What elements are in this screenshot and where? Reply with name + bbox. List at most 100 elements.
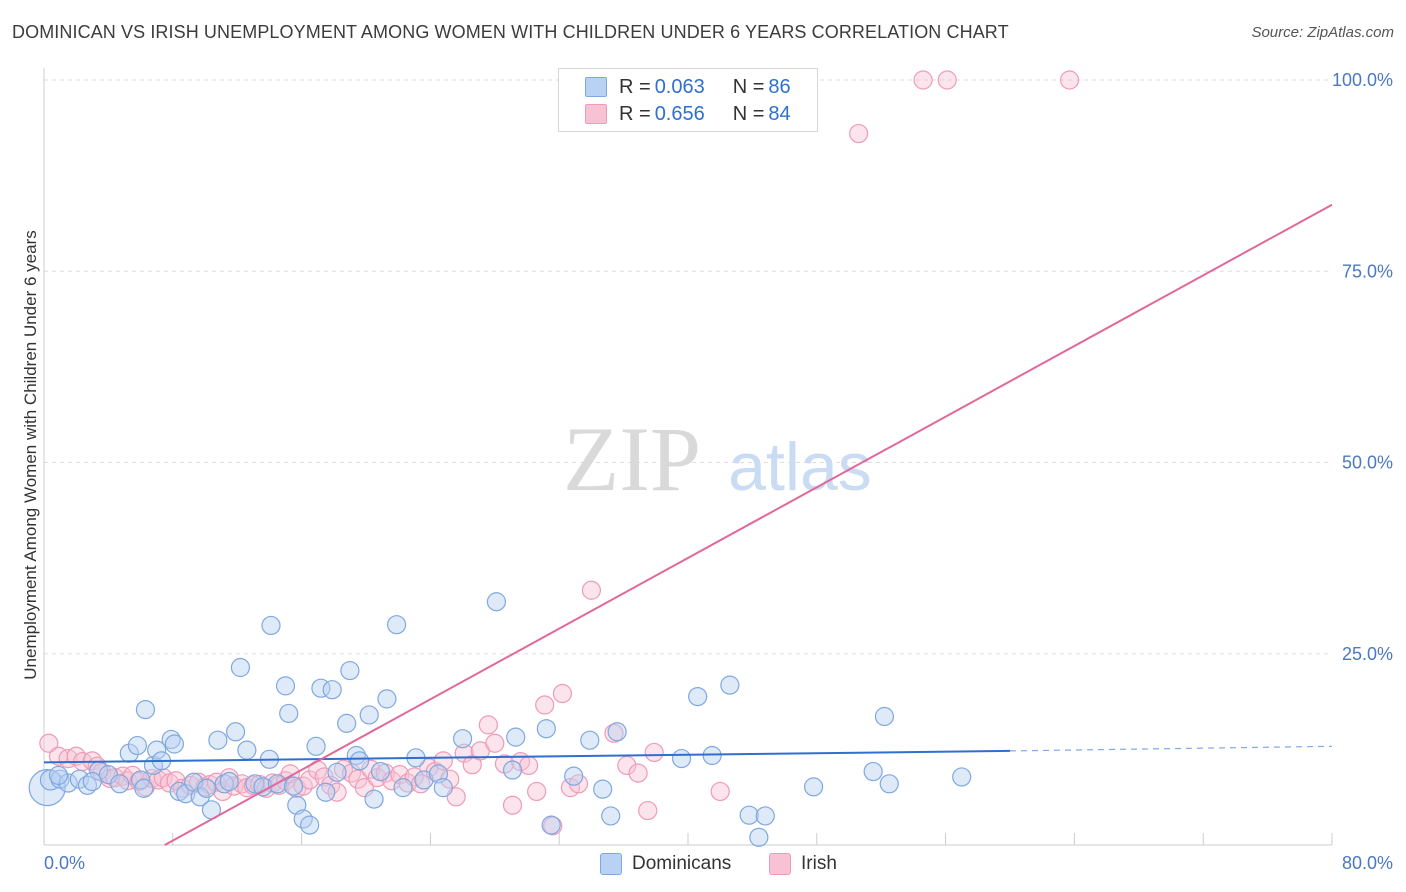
irish-point: [327, 782, 347, 802]
y-tick-label: 25.0%: [1342, 644, 1393, 664]
y-tick-label: 50.0%: [1342, 453, 1393, 473]
dominican-point: [377, 689, 397, 709]
dominican-point: [48, 765, 69, 785]
series-irish-points: [39, 70, 1080, 836]
dominican-point: [279, 703, 299, 724]
bottom-legend-label-dominicans: Dominicans: [632, 853, 732, 874]
dominican-point: [486, 592, 507, 612]
dominican-point: [219, 771, 239, 792]
dominican-point: [506, 727, 526, 747]
legend-n-key: N =: [732, 75, 765, 98]
dominican-point: [164, 734, 185, 754]
dominican-point: [364, 789, 384, 809]
dominican-point: [386, 615, 407, 635]
legend-row-irish: R = 0.656 N = 84: [585, 102, 791, 126]
watermark-zip: ZIP: [563, 408, 701, 510]
dominican-point: [879, 774, 899, 794]
dominican-point: [230, 657, 251, 678]
dominican-point: [337, 713, 357, 733]
irish-point: [535, 695, 555, 715]
dominican-point: [671, 748, 692, 769]
watermark-atlas: atlas: [728, 429, 872, 505]
irish-trend-line: [164, 203, 1333, 846]
dominicans-trend-extension: [1009, 745, 1333, 752]
dominican-point: [414, 770, 434, 790]
dominican-point: [433, 778, 453, 798]
dominican-point: [28, 769, 66, 807]
irish-point: [519, 755, 539, 776]
irish-point: [604, 723, 624, 743]
legend-r-value: 0.063: [654, 75, 705, 98]
source-label: Source: ZipAtlas.com: [1251, 24, 1394, 41]
dominican-point: [134, 778, 154, 798]
irish-point: [849, 123, 869, 144]
dominican-point: [197, 778, 217, 798]
dominican-point: [322, 680, 342, 700]
dominican-point: [803, 777, 824, 797]
bottom-legend-swatch-dominicans: [600, 853, 622, 875]
irish-point: [710, 781, 730, 802]
dominican-point: [536, 719, 556, 739]
legend-swatch-dominicans: [585, 77, 607, 97]
irish-point: [638, 800, 658, 821]
dominican-point: [275, 676, 296, 696]
irish-point: [527, 781, 547, 802]
dominican-point: [147, 740, 167, 760]
irish-point: [39, 733, 59, 753]
irish-point: [478, 715, 498, 735]
dominican-point: [359, 705, 379, 725]
dominicans-trend-line: [43, 749, 1011, 764]
dominican-point: [306, 736, 326, 756]
dominican-point: [127, 735, 147, 756]
irish-point: [1059, 70, 1080, 90]
dominican-point: [601, 806, 621, 826]
dominican-point: [283, 776, 304, 796]
dominican-point: [755, 806, 775, 826]
irish-point: [543, 816, 563, 836]
irish-point: [485, 733, 505, 753]
dominican-point: [720, 675, 740, 695]
legend-swatch-irish: [585, 104, 607, 124]
dominican-point: [688, 686, 708, 707]
irish-point: [913, 70, 933, 90]
tick-labels: 25.0% 50.0% 75.0% 100.0% 0.0% 80.0%: [44, 70, 1393, 873]
legend-n-value: 86: [768, 75, 791, 98]
legend-n-key: N =: [732, 102, 765, 125]
dominican-point: [135, 699, 156, 720]
dominican-point: [110, 774, 130, 794]
irish-point: [502, 795, 523, 815]
bottom-legend-swatch-irish: [769, 853, 791, 875]
dominican-point: [502, 760, 523, 780]
dominican-point: [952, 767, 972, 787]
dominican-point: [564, 766, 584, 786]
dominican-point: [541, 815, 561, 835]
dominican-point: [58, 773, 78, 793]
x-tick-label: 0.0%: [44, 853, 85, 873]
irish-point: [937, 70, 957, 90]
irish-point: [552, 683, 573, 704]
dominican-point: [607, 722, 627, 742]
dominican-point: [340, 660, 360, 681]
dominican-point: [370, 761, 391, 782]
trend-lines: [43, 203, 1333, 846]
dominican-point: [749, 827, 769, 847]
y-axis-label: Unemployment Among Women with Children U…: [21, 230, 40, 679]
gridlines: [44, 79, 1332, 655]
axes: [43, 68, 1333, 846]
legend-r-key: R =: [619, 102, 651, 125]
bottom-legend-dominicans: Dominicans: [600, 853, 731, 875]
irish-point: [644, 742, 664, 763]
x-tick-label: 80.0%: [1342, 853, 1393, 873]
dominican-point: [300, 815, 320, 835]
dominican-point: [237, 740, 257, 760]
dominican-point: [863, 761, 883, 782]
dominican-point: [316, 782, 336, 802]
series-dominicans-points: [28, 592, 972, 847]
dominican-point: [453, 729, 473, 749]
y-tick-label: 75.0%: [1342, 261, 1393, 281]
y-tick-label: 100.0%: [1332, 70, 1393, 90]
dominican-point: [261, 615, 281, 636]
legend-row-dominicans: R = 0.063 N = 86: [585, 75, 791, 99]
chart-title: DOMINICAN VS IRISH UNEMPLOYMENT AMONG WO…: [12, 22, 1009, 42]
